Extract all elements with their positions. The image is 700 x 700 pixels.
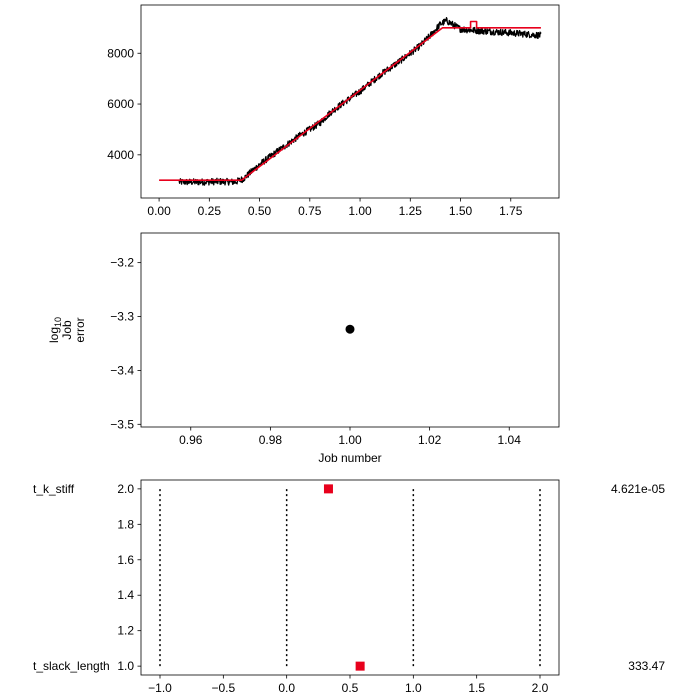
x-tick-label: 1.25	[399, 204, 423, 218]
x-tick-label: −1.0	[148, 681, 172, 695]
y-tick-label: −3.2	[110, 256, 134, 270]
x-tick-label: 1.5	[468, 681, 485, 695]
y-tick-label: 1.8	[117, 517, 134, 531]
y-tick-label: 6000	[107, 97, 134, 111]
x-tick-label: 0.5	[342, 681, 359, 695]
y-tick-label: 4000	[107, 148, 134, 162]
y-tick-label: −3.4	[110, 363, 134, 377]
parameter-name: t_k_stiff	[33, 482, 75, 496]
parameter-point	[323, 484, 333, 494]
y-tick-label: 1.2	[117, 624, 134, 638]
x-tick-label: −0.5	[211, 681, 235, 695]
measured-trace-line	[178, 17, 542, 186]
x-tick-label: 1.50	[449, 204, 473, 218]
parameter-name: t_slack_length	[33, 659, 110, 673]
trace-panel: 0.00 0.25 0.50 0.75 1.00 1.25 1.50 1.75 4000 6000…	[107, 4, 560, 218]
y-axis-label-line: error	[73, 317, 87, 342]
y-tick-label: 1.0	[117, 659, 134, 673]
x-tick-label: 1.75	[499, 204, 523, 218]
y-axis-label-line: log	[47, 327, 61, 343]
x-tick-label: 1.0	[405, 681, 422, 695]
y-tick-label: −3.3	[110, 310, 134, 324]
y-axis-label-line: Job	[60, 320, 74, 340]
x-axis-label: Job number	[318, 451, 381, 465]
job-error-panel: 0.96 0.98 1.00 1.02 1.04 −3.2 −3.3 −3.4 −3.5 Job …	[47, 232, 560, 465]
x-tick-label: 2.0	[532, 681, 549, 695]
plot-frame	[140, 479, 560, 676]
x-tick-label: 1.04	[498, 433, 522, 447]
x-tick-label: 0.00	[147, 204, 171, 218]
y-axis-label-subscript: 10	[53, 317, 63, 327]
x-tick-label: 0.98	[259, 433, 283, 447]
x-tick-label: 0.75	[298, 204, 322, 218]
job-error-point	[345, 324, 355, 334]
x-tick-label: 0.96	[179, 433, 203, 447]
x-tick-label: 0.25	[198, 204, 222, 218]
y-tick-label: −3.5	[110, 417, 134, 431]
x-tick-label: 1.02	[418, 433, 442, 447]
x-tick-label: 0.0	[278, 681, 295, 695]
parameter-panel: −1.0 −0.5 0.0 0.5 1.0 1.5 2.0 1.0 1.2 1.4 1.6 1.8 2.…	[33, 479, 665, 695]
x-tick-label: 1.00	[338, 433, 362, 447]
fitted-trace-line	[159, 20, 541, 182]
plot-frame	[140, 4, 560, 199]
y-axis-label: log10Joberror	[47, 317, 87, 343]
y-tick-label: 1.4	[117, 588, 134, 602]
y-tick-label: 2.0	[117, 482, 134, 496]
parameter-value: 4.621e-05	[611, 482, 665, 496]
parameter-value: 333.47	[628, 659, 665, 673]
parameter-point	[355, 661, 365, 671]
x-tick-label: 1.00	[348, 204, 372, 218]
y-tick-label: 1.6	[117, 553, 134, 567]
x-tick-label: 0.50	[248, 204, 272, 218]
y-tick-label: 8000	[107, 46, 134, 60]
